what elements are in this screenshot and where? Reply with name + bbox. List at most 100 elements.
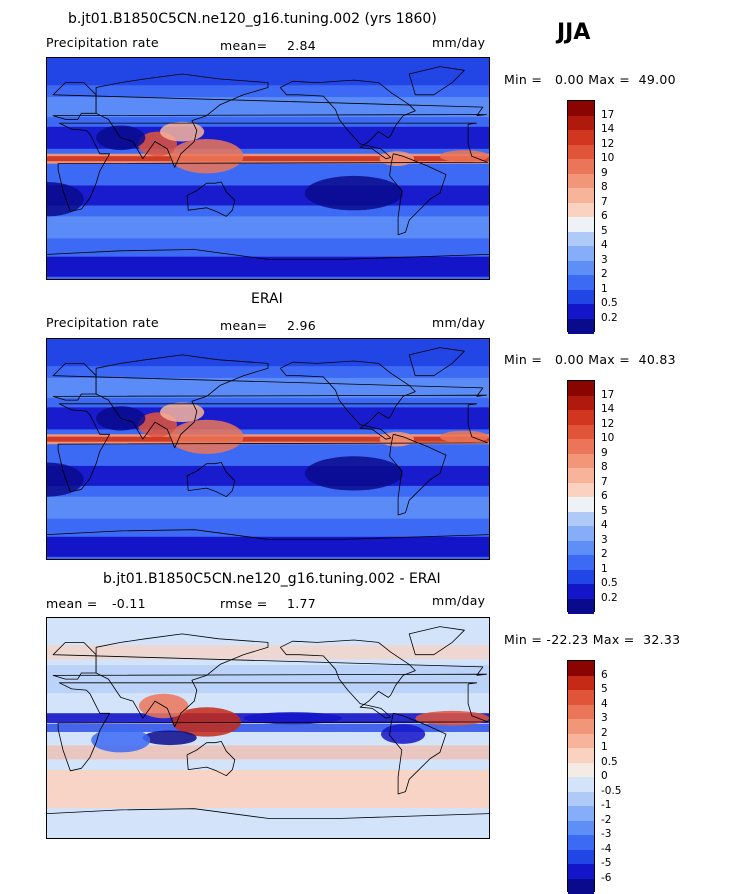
colorbar-tick-label: 5 [601,504,608,517]
colorbar-swatch [568,304,594,319]
colorbar-tick-label: -1 [601,799,612,811]
colorbar-tick-label: 1 [601,562,608,575]
colorbar-tick-label: 2 [601,726,608,739]
colorbar-tick-label: 6 [601,668,608,681]
colorbar-swatch [568,497,594,512]
colorbar-swatch [568,101,594,116]
colorbar-swatch [568,246,594,261]
panel1-mean-label: mean= [220,38,268,53]
panel2-map-field [47,339,489,559]
colorbar-tick-label: 8 [601,461,608,473]
colorbar-swatch [568,835,594,850]
colorbar-tick-label: 14 [601,403,615,415]
colorbar-tick-label: 7 [601,195,608,208]
colorbar-swatch [568,762,594,778]
colorbar-tick-label: 6 [601,490,608,502]
panel3-mean-label: mean = [46,596,98,611]
colorbar-tick-label: 6 [601,210,608,222]
colorbar-tick-label: 17 [601,388,615,401]
colorbar-tick-label: 4 [601,697,608,710]
panel1-mean-value: 2.84 [287,38,317,53]
colorbar-tick-label: 3 [601,533,608,546]
panel3-units: mm/day [432,593,486,608]
colorbar-tick-label: -3 [601,828,612,840]
colorbar-tick-label: 4 [601,519,608,531]
colorbar-tick-label: 0.5 [601,297,618,309]
colorbar-tick-label: -4 [601,842,612,855]
panel2-units: mm/day [432,315,486,330]
colorbar-tick-label: 2 [601,268,608,280]
colorbar-swatch [568,733,594,749]
panel2-mean-value: 2.96 [287,318,317,333]
colorbar-swatch [568,289,594,305]
colorbar-swatch [568,719,594,734]
colorbar-swatch [568,424,594,440]
colorbar-swatch [568,878,594,894]
colorbar-swatch [568,144,594,160]
colorbar-tick-label: -2 [601,813,612,826]
panel1-title: b.jt01.B1850C5CN.ne120_g16.tuning.002 (y… [68,11,437,27]
colorbar-swatch [568,439,594,454]
panel1-precip-map [46,57,490,280]
colorbar-tick-label: 17 [601,108,615,121]
panel1-units: mm/day [432,35,486,50]
panel3-map-field [47,618,489,838]
colorbar-tick-label: 7 [601,475,608,488]
colorbar-tick-label: 10 [601,152,615,164]
panel3-rmse-label: rmse = [220,596,268,611]
colorbar-swatch [568,173,594,189]
colorbar-swatch [568,453,594,469]
colorbar-swatch [568,115,594,131]
colorbar-tick-label: 10 [601,432,615,444]
colorbar-swatch [568,217,594,232]
colorbar-swatch [568,690,594,705]
colorbar-tick-label: 8 [601,181,608,193]
colorbar-tick-label: 1 [601,741,608,753]
colorbar-swatch [568,511,594,527]
colorbar-swatch [568,188,594,203]
colorbar-tick-label: 9 [601,446,608,459]
colorbar-swatch [568,748,594,763]
colorbar-tick-label: 0 [601,770,608,782]
colorbar-swatch [568,260,594,276]
colorbar-swatch [568,159,594,174]
panel3-title: b.jt01.B1850C5CN.ne120_g16.tuning.002 - … [103,571,441,587]
colorbar-tick-label: 5 [601,683,608,695]
panel1-minmax: Min = 0.00 Max = 49.00 [504,72,676,87]
colorbar-tick-label: 0.2 [601,311,618,324]
colorbar-swatch [568,540,594,556]
colorbar-box [567,100,595,334]
colorbar-box [567,660,595,894]
colorbar-swatch [568,275,594,290]
panel1-map-field [47,58,489,279]
colorbar-swatch [568,395,594,411]
colorbar-tick-label: -0.5 [601,784,622,797]
colorbar-swatch [568,555,594,570]
colorbar-swatch [568,820,594,836]
colorbar-swatch [568,468,594,483]
colorbar-swatch [568,791,594,807]
colorbar-tick-label: 3 [601,253,608,266]
colorbar-box [567,380,595,614]
colorbar-swatch [568,482,594,498]
panel1-variable-label: Precipitation rate [46,35,159,50]
colorbar-tick-label: 2 [601,548,608,560]
colorbar-tick-label: 0.2 [601,591,618,604]
colorbar-tick-label: 12 [601,417,615,430]
colorbar-swatch [568,584,594,599]
colorbar-swatch [568,777,594,792]
colorbar-tick-label: 3 [601,712,608,724]
panel3-rmse-value: 1.77 [287,596,317,611]
colorbar-swatch [568,569,594,585]
panel3-mean-value: -0.11 [112,596,146,611]
panel2-minmax: Min = 0.00 Max = 40.83 [504,352,676,367]
colorbar-tick-label: -6 [601,871,612,884]
colorbar-swatch [568,598,594,614]
colorbar-swatch [568,381,594,396]
panel2-variable-label: Precipitation rate [46,315,159,330]
colorbar-tick-label: 5 [601,224,608,237]
colorbar-tick-label: 14 [601,123,615,135]
colorbar-tick-label: 0.5 [601,577,618,589]
colorbar-swatch [568,864,594,879]
colorbar-swatch [568,202,594,218]
